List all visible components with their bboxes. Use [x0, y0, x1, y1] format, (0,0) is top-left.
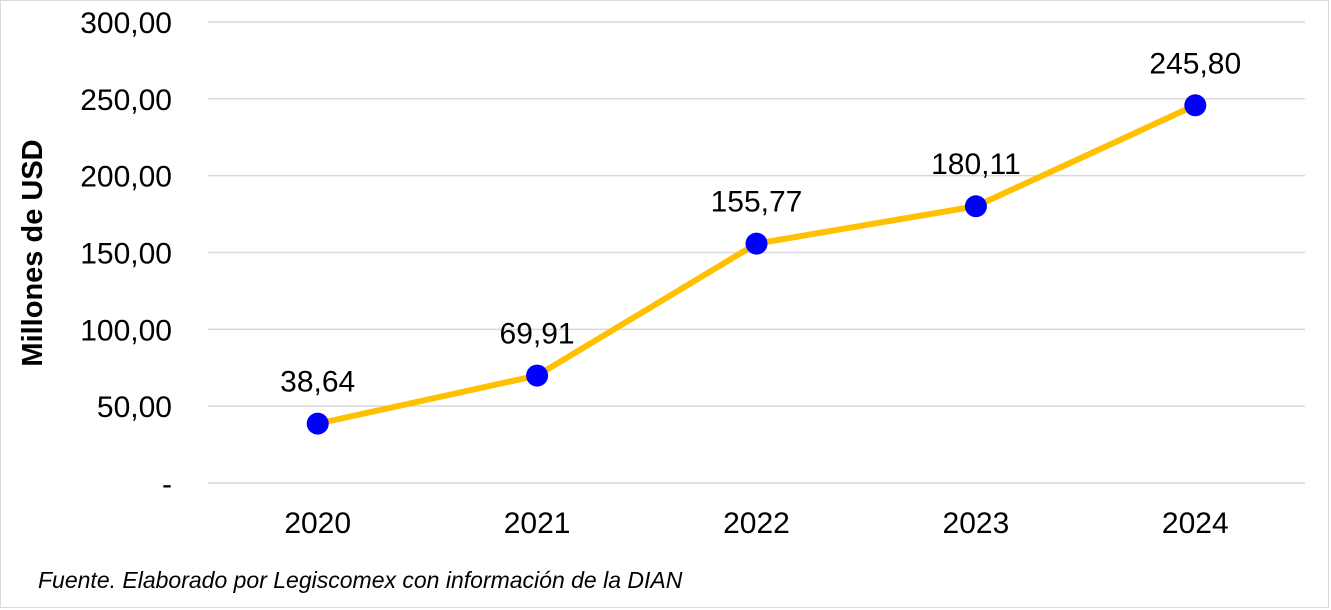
data-point: [306, 412, 329, 435]
series-line: [314, 102, 1199, 427]
data-point: [526, 364, 549, 387]
y-tick-label: 150,00: [80, 238, 172, 271]
data-point: [1184, 94, 1207, 117]
y-tick-label: -: [162, 468, 172, 501]
data-points: [306, 94, 1207, 435]
y-tick-label: 300,00: [80, 7, 172, 40]
series-line-group: [314, 102, 1199, 427]
data-label: 38,64: [280, 366, 355, 399]
data-label: 155,77: [711, 186, 803, 219]
y-tick-label: 50,00: [97, 391, 172, 424]
x-tick-label: 2021: [504, 507, 571, 540]
data-label: 245,80: [1149, 47, 1241, 80]
y-axis-label: Millones de USD: [17, 139, 49, 366]
x-tick-label: 2022: [723, 507, 790, 540]
x-tick-label: 2020: [284, 507, 351, 540]
data-labels: 38,64 69,91 155,77 180,11 245,80: [280, 47, 1241, 398]
y-tick-label: 250,00: [80, 84, 172, 117]
source-note: Fuente. Elaborado por Legiscomex con inf…: [38, 567, 683, 593]
data-label: 180,11: [931, 148, 1021, 181]
data-label: 69,91: [500, 318, 575, 351]
data-point: [964, 195, 987, 218]
x-axis-ticks: 2020 2021 2022 2023 2024: [284, 507, 1228, 540]
y-tick-label: 200,00: [80, 161, 172, 194]
x-tick-label: 2023: [943, 507, 1010, 540]
x-tick-label: 2024: [1162, 507, 1229, 540]
y-axis-ticks: - 50,00 100,00 150,00 200,00 250,00 300,00: [80, 7, 172, 501]
data-point: [745, 232, 768, 255]
y-tick-label: 100,00: [80, 314, 172, 347]
